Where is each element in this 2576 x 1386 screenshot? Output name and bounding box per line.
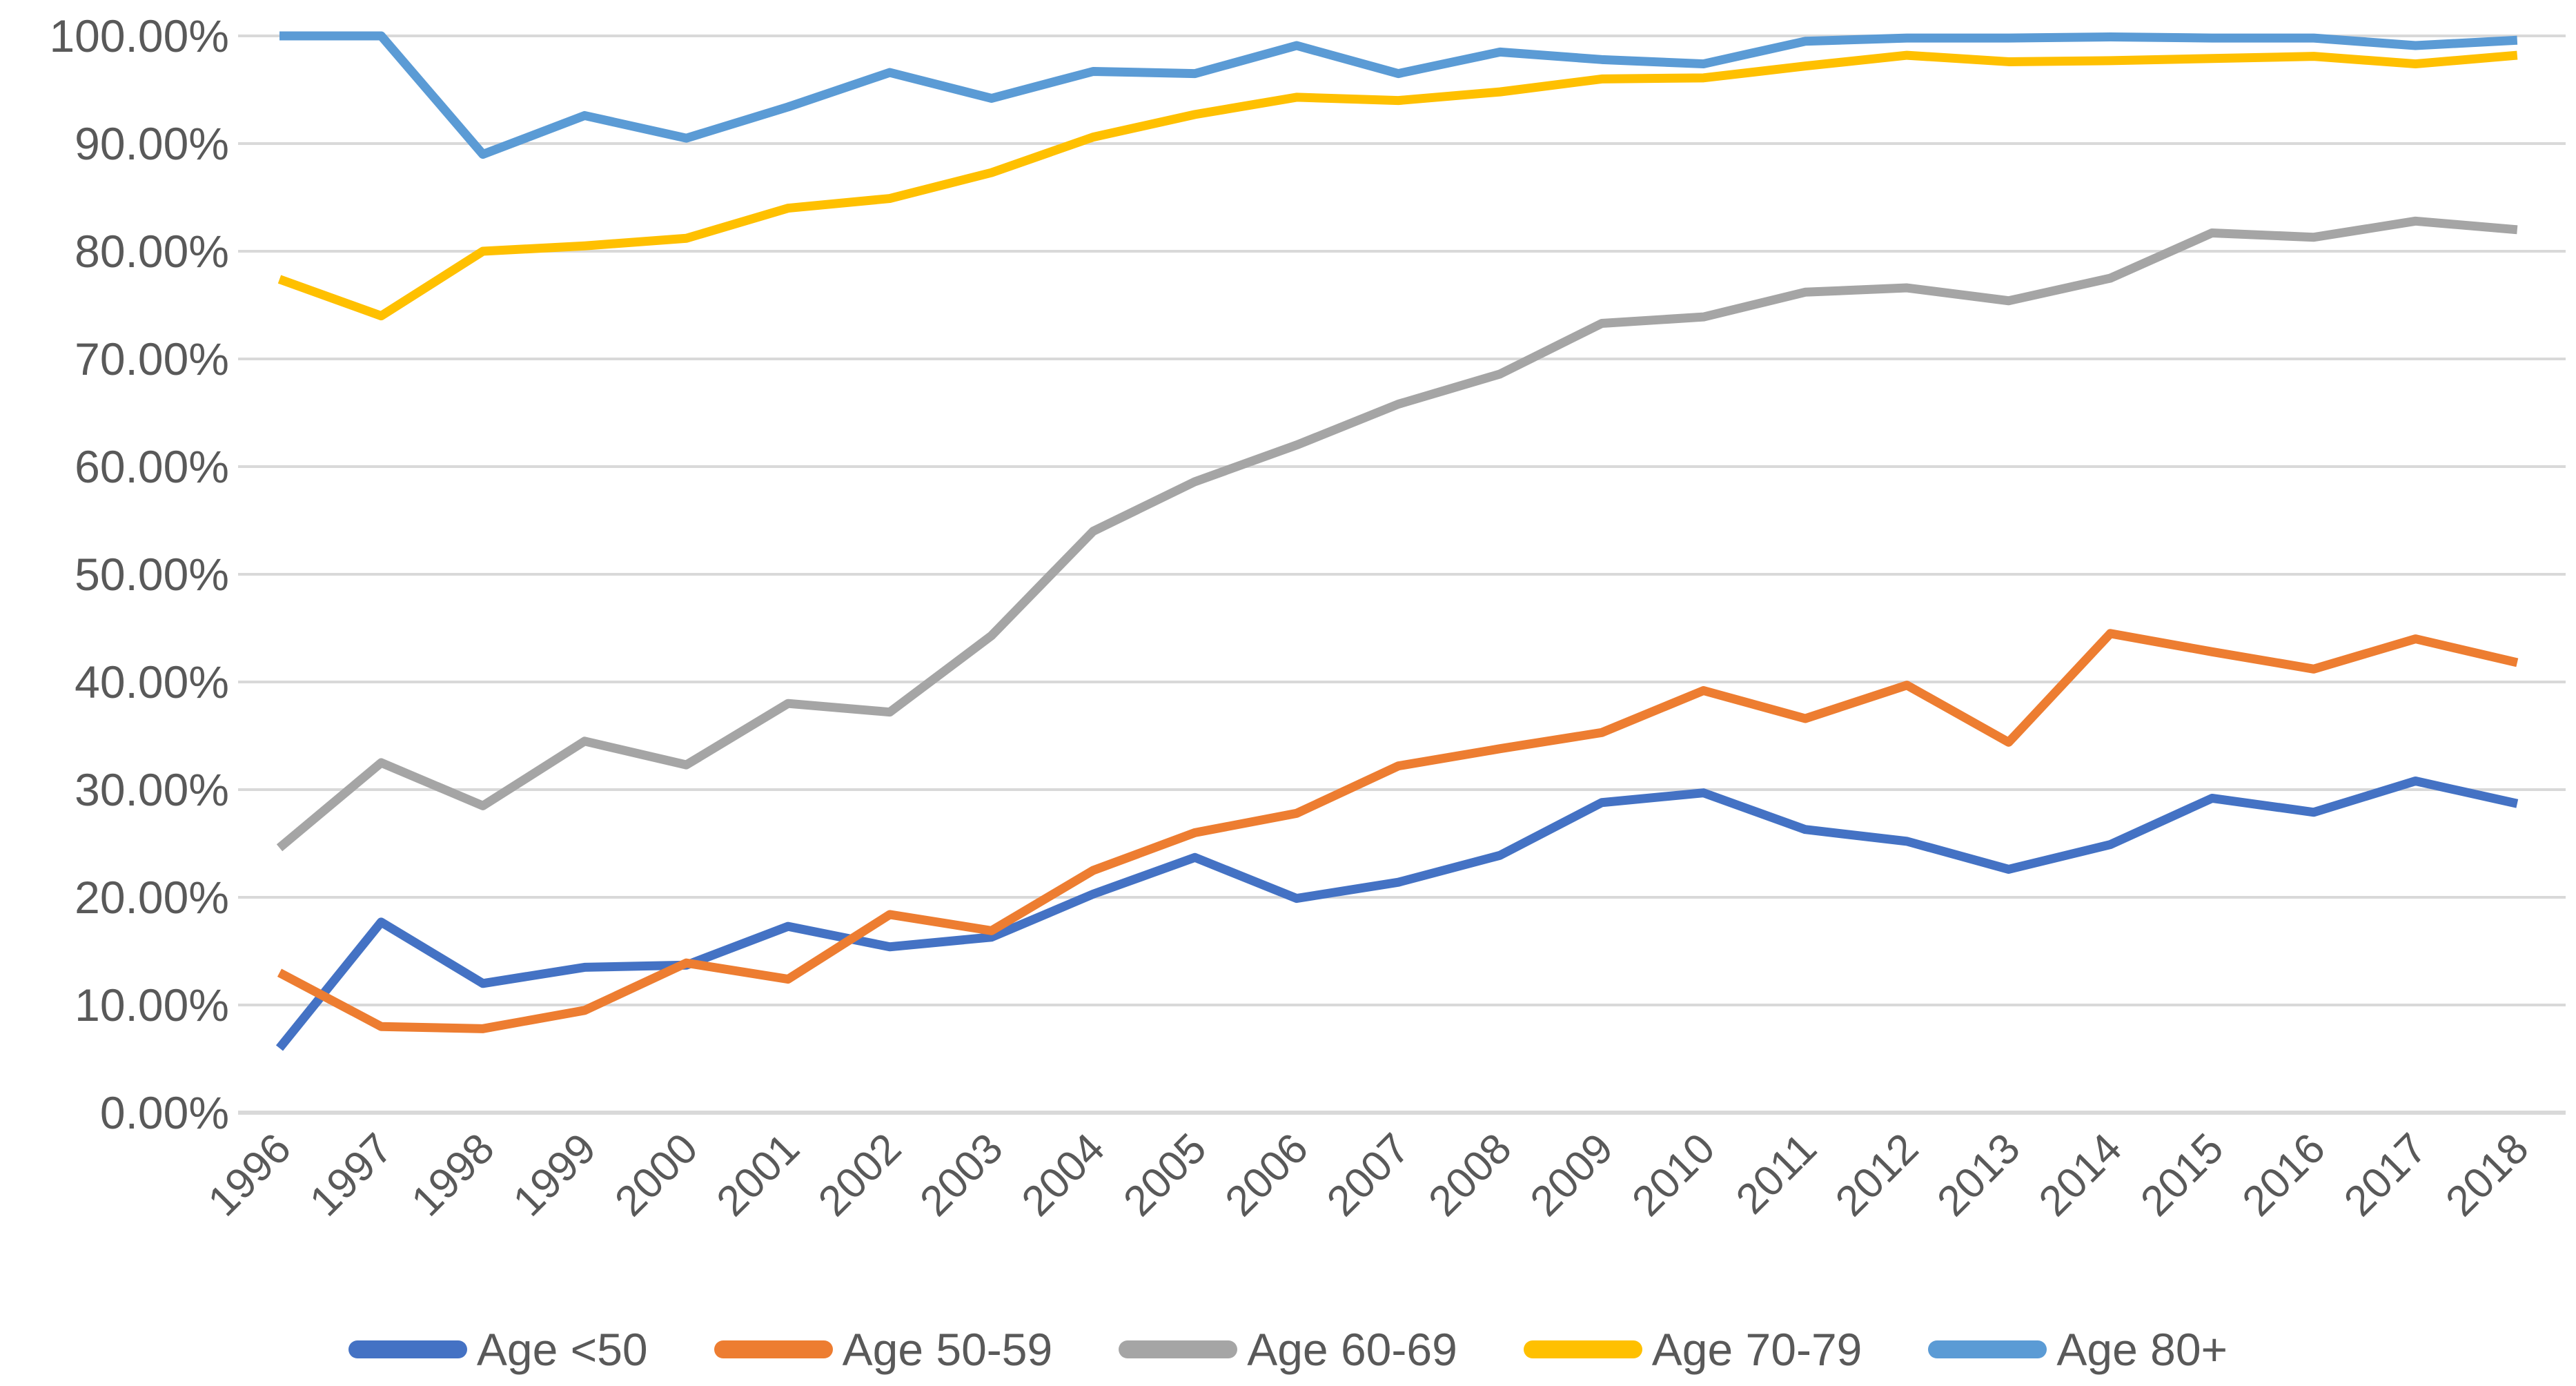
x-axis-tick-label: 2018 xyxy=(2437,1124,2537,1225)
x-axis-tick-label: 2016 xyxy=(2234,1124,2334,1225)
y-axis-tick-label: 70.00% xyxy=(75,333,229,384)
x-axis-tick-label: 2011 xyxy=(1727,1124,1826,1223)
x-axis-tick-label: 2003 xyxy=(911,1124,1012,1225)
y-axis-tick-label: 20.00% xyxy=(75,872,229,923)
x-axis-tick-label: 1999 xyxy=(504,1124,605,1225)
legend-item-age-80-: Age 80+ xyxy=(1928,1327,2228,1372)
legend-item-age-70-79: Age 70-79 xyxy=(1523,1324,1862,1375)
legend-label: Age <50 xyxy=(476,1324,648,1375)
x-axis-tick-label: 1996 xyxy=(199,1124,300,1225)
x-axis-tick-label: 2008 xyxy=(1419,1124,1520,1225)
legend-swatch-icon xyxy=(1119,1340,1238,1358)
series-line-age-50 xyxy=(275,777,2519,1051)
x-axis-tick-label: 2013 xyxy=(1928,1124,2029,1225)
x-axis-tick-label: 2006 xyxy=(1217,1124,1317,1225)
legend-swatch-icon xyxy=(714,1340,833,1358)
x-axis-tick-label: 2005 xyxy=(1114,1124,1215,1225)
x-axis-tick-label: 2012 xyxy=(1827,1124,1927,1225)
legend: Age <50 Age 50-59 Age 60-69 Age 70-79 Age 80… xyxy=(0,1315,2576,1384)
legend-item-age-60-69: Age 60-69 xyxy=(1119,1327,1457,1372)
y-axis-tick-label: 10.00% xyxy=(75,979,229,1031)
legend-label: Age 60-69 xyxy=(1247,1324,1457,1375)
x-axis-tick-label: 2017 xyxy=(2335,1124,2436,1225)
x-axis-tick-label: 2014 xyxy=(2030,1124,2131,1225)
y-axis-tick-label: 30.00% xyxy=(75,764,229,815)
x-axis-tick-label: 2002 xyxy=(809,1124,910,1225)
y-axis-tick-label: 80.00% xyxy=(75,226,229,277)
x-axis-tick-label: 1997 xyxy=(301,1124,402,1225)
legend-item-age-50: Age <50 xyxy=(348,1327,648,1372)
x-axis-tick-label: 2007 xyxy=(1318,1124,1419,1225)
y-axis-tick-label: 90.00% xyxy=(75,118,229,169)
x-axis-tick-label: 2010 xyxy=(1623,1124,1724,1225)
series-line-age-80- xyxy=(279,31,2518,159)
x-axis-tick-label: 2004 xyxy=(1013,1124,1114,1225)
series-line-age-70-79 xyxy=(277,50,2518,321)
legend-item-age-50-59: Age 50-59 xyxy=(714,1324,1053,1375)
y-axis-tick-label: 100.00% xyxy=(49,10,229,61)
legend-label: Age 50-59 xyxy=(842,1324,1053,1375)
x-axis-tick-label: 2009 xyxy=(1522,1124,1622,1225)
x-axis-tick-label: 2015 xyxy=(2132,1124,2232,1225)
series-line-age-60-69 xyxy=(276,216,2518,852)
y-axis-tick-label: 0.00% xyxy=(100,1087,229,1138)
y-axis-tick-label: 40.00% xyxy=(75,656,229,707)
x-axis-tick-label: 1998 xyxy=(402,1124,503,1225)
y-axis-tick-label: 50.00% xyxy=(75,549,229,600)
x-axis-tick-label: 2000 xyxy=(606,1124,707,1225)
plot-area: 100.00% 90.00% 80.00% 70.00% 60.00% 50.00% 40.… xyxy=(49,10,2566,1225)
legend-swatch-icon xyxy=(348,1340,467,1358)
legend-swatch-icon xyxy=(1928,1340,2047,1358)
series-line-age-50-59 xyxy=(277,629,2519,1033)
legend-label: Age 70-79 xyxy=(1651,1324,1862,1375)
x-axis-tick-label: 2001 xyxy=(708,1124,809,1225)
legend-swatch-icon xyxy=(1523,1340,1642,1358)
y-axis-tick-label: 60.00% xyxy=(75,441,229,492)
legend-label: Age 80+ xyxy=(2056,1324,2228,1375)
